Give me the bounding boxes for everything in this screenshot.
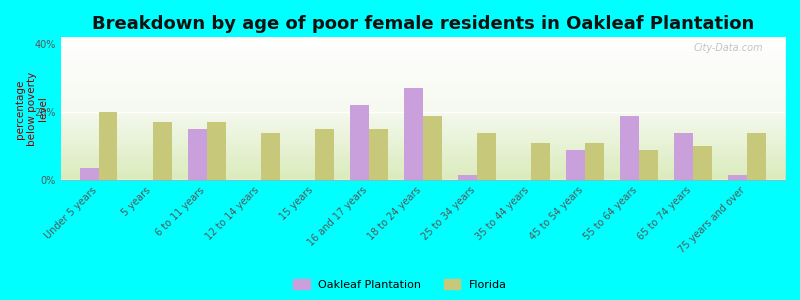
Bar [350, 105, 369, 180]
Bar [261, 133, 280, 180]
Bar [693, 146, 712, 180]
Title: Breakdown by age of poor female residents in Oakleaf Plantation: Breakdown by age of poor female resident… [92, 15, 754, 33]
Bar [531, 143, 550, 180]
Bar [674, 133, 693, 180]
Bar [477, 133, 496, 180]
Bar [639, 150, 658, 180]
Bar [458, 175, 477, 180]
Bar [98, 112, 118, 180]
Bar [404, 88, 423, 180]
Bar [153, 122, 171, 180]
Bar [314, 129, 334, 180]
Bar [206, 122, 226, 180]
Bar [188, 129, 206, 180]
Bar [728, 175, 747, 180]
Legend: Oakleaf Plantation, Florida: Oakleaf Plantation, Florida [288, 275, 512, 294]
Bar [423, 116, 442, 180]
Bar [80, 168, 98, 180]
Y-axis label: percentage
below poverty
level: percentage below poverty level [15, 72, 48, 146]
Bar [747, 133, 766, 180]
Bar [585, 143, 604, 180]
Text: City-Data.com: City-Data.com [694, 43, 763, 53]
Bar [566, 150, 585, 180]
Bar [620, 116, 639, 180]
Bar [369, 129, 388, 180]
